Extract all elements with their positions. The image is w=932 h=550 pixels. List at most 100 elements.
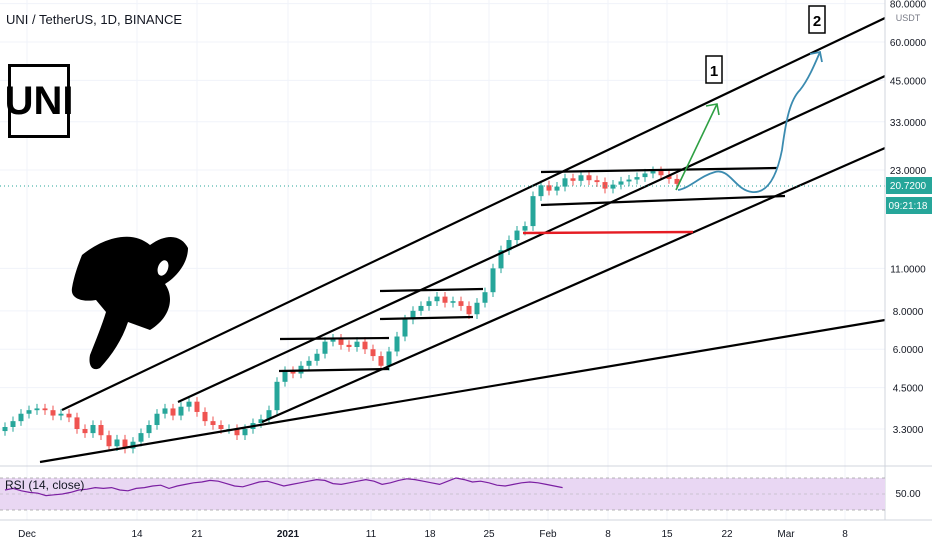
- candle-body: [650, 171, 656, 174]
- candle-body: [98, 425, 104, 436]
- candlestick-series: [2, 166, 680, 454]
- svg-text:1: 1: [710, 63, 718, 80]
- candle-body: [282, 370, 288, 382]
- candle-body: [458, 301, 464, 306]
- candle-body: [546, 185, 552, 191]
- svg-text:20.7200: 20.7200: [890, 181, 927, 192]
- candle-body: [122, 439, 128, 449]
- range-top-line-2: [379, 287, 484, 293]
- time-tick-label: 8: [842, 529, 848, 540]
- candle-body: [154, 413, 160, 426]
- candle-body: [666, 175, 672, 179]
- candle-body: [370, 349, 376, 357]
- range-bottom-line-3: [540, 194, 786, 207]
- price-tick-label: 80.0000: [890, 0, 927, 11]
- time-tick-label: 2021: [277, 529, 300, 540]
- time-tick-label: 21: [191, 529, 203, 540]
- time-tick-label: 14: [131, 529, 143, 540]
- price-tick-label: 8.0000: [893, 307, 924, 318]
- svg-text:09:21:18: 09:21:18: [889, 201, 928, 212]
- candle-body: [626, 179, 632, 182]
- rsi-panel[interactable]: 50.00: [0, 465, 932, 511]
- candle-body: [634, 177, 640, 180]
- red-support-line: [522, 230, 694, 235]
- uni-logo: UNI: [5, 64, 73, 138]
- time-tick-label: 22: [721, 529, 733, 540]
- candle-body: [434, 296, 440, 302]
- price-tick-label: 6.0000: [893, 345, 924, 356]
- candle-body: [490, 268, 496, 293]
- candle-body: [58, 413, 64, 416]
- current-price-tag: 20.7200: [886, 177, 932, 194]
- candle-body: [106, 435, 112, 447]
- price-tick-label: 11.0000: [890, 264, 926, 275]
- candle-body: [658, 171, 664, 176]
- candle-body: [674, 178, 680, 184]
- candle-body: [18, 413, 24, 422]
- candle-body: [482, 292, 488, 303]
- rsi-axis-label: 50.00: [895, 489, 920, 500]
- candle-body: [322, 341, 328, 354]
- range-top-line-1: [279, 336, 390, 341]
- candle-body: [218, 425, 224, 429]
- candle-body: [522, 226, 528, 231]
- candle-body: [74, 417, 80, 429]
- candle-body: [506, 240, 512, 251]
- candle-body: [530, 196, 536, 227]
- candle-body: [10, 421, 16, 427]
- long-term-support-line: [39, 318, 886, 464]
- trend-channel-lines: [39, 17, 886, 464]
- candle-body: [602, 182, 608, 189]
- annotation-label-1: 1: [705, 55, 723, 84]
- candle-body: [362, 341, 368, 350]
- candle-body: [338, 338, 344, 345]
- candle-body: [50, 410, 56, 416]
- middle-channel-line: [177, 75, 886, 403]
- currency-label: USDT: [896, 13, 921, 23]
- range-top-line-3: [540, 166, 778, 174]
- candle-body: [42, 408, 48, 411]
- candle-body: [202, 411, 208, 422]
- candle-body: [442, 296, 448, 303]
- price-tick-label: 45.0000: [890, 76, 927, 87]
- green-arrow: [675, 103, 720, 191]
- candle-body: [34, 408, 40, 411]
- candle-body: [242, 429, 248, 436]
- candle-body: [410, 310, 416, 320]
- time-tick-label: 8: [605, 529, 611, 540]
- candle-body: [258, 419, 264, 424]
- candle-body: [426, 301, 432, 306]
- candle-body: [26, 410, 32, 414]
- price-tick-label: 60.0000: [890, 38, 927, 49]
- candle-body: [138, 433, 144, 442]
- candle-body: [130, 441, 136, 449]
- rsi-label: RSI (14, close): [5, 478, 85, 492]
- candle-body: [330, 338, 336, 342]
- candle-body: [394, 336, 400, 352]
- range-bottom-line-2: [379, 315, 474, 321]
- price-tick-label: 23.0000: [890, 166, 927, 177]
- candle-body: [466, 305, 472, 315]
- candle-body: [146, 425, 152, 434]
- rsi-line: [4, 477, 563, 497]
- time-axis[interactable]: Dec 14 21 2021 11 18 25 Feb 8 15 22 Mar 8: [0, 519, 932, 540]
- candle-body: [354, 341, 360, 348]
- time-tick-label: Mar: [777, 529, 795, 540]
- time-tick-label: 25: [483, 529, 495, 540]
- price-tick-label: 33.0000: [890, 118, 927, 129]
- time-tick-label: 11: [366, 529, 377, 540]
- candle-body: [562, 178, 568, 187]
- candle-body: [498, 250, 504, 269]
- candle-body: [578, 175, 584, 181]
- candle-body: [514, 230, 520, 241]
- price-tick-label: 3.3000: [893, 425, 924, 436]
- candle-body: [170, 408, 176, 416]
- range-bottom-line-1: [278, 367, 390, 373]
- candle-body: [66, 413, 72, 418]
- candle-body: [114, 439, 120, 447]
- candle-body: [90, 425, 96, 434]
- price-axis[interactable]: 80.0000 60.0000 45.0000 33.0000 23.0000 11.00…: [884, 0, 932, 520]
- candle-body: [314, 353, 320, 361]
- candle-body: [386, 351, 392, 366]
